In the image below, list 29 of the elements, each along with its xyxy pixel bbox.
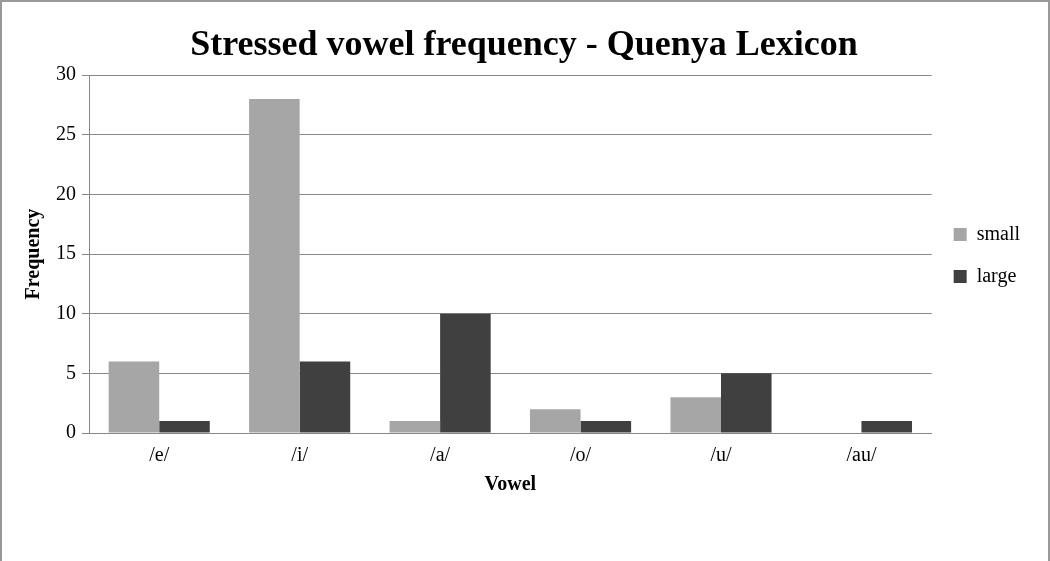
bar (861, 421, 913, 433)
x-axis-title: Vowel (484, 472, 537, 495)
bar (721, 373, 772, 433)
bar (580, 421, 632, 433)
y-tick-label: 0 (66, 420, 76, 443)
x-tick-label: /u/ (710, 443, 732, 466)
bar (670, 397, 721, 433)
chart-title: Stressed vowel frequency - Quenya Lexicon (190, 22, 858, 63)
bar (389, 421, 441, 433)
bar (108, 361, 160, 433)
y-tick-label: 20 (56, 181, 76, 204)
y-axis-title: Frequency (21, 208, 45, 300)
x-tick-label: /i/ (291, 443, 309, 466)
bar (440, 313, 491, 433)
bar (249, 99, 300, 433)
x-tick-label: /o/ (569, 443, 592, 466)
legend-label: large (976, 263, 1017, 287)
bar (299, 361, 351, 433)
x-tick-label: /a/ (430, 443, 451, 466)
x-tick-label: /e/ (149, 443, 170, 466)
x-tick-label: /au/ (846, 443, 877, 466)
legend-label: small (976, 221, 1021, 244)
bar (159, 421, 210, 433)
y-tick-label: 10 (56, 300, 76, 323)
y-tick-label: 5 (66, 360, 76, 383)
y-tick-label: 15 (56, 241, 76, 264)
y-tick-label: 25 (56, 122, 76, 145)
y-tick-label: 30 (56, 62, 76, 85)
bar (530, 409, 581, 433)
